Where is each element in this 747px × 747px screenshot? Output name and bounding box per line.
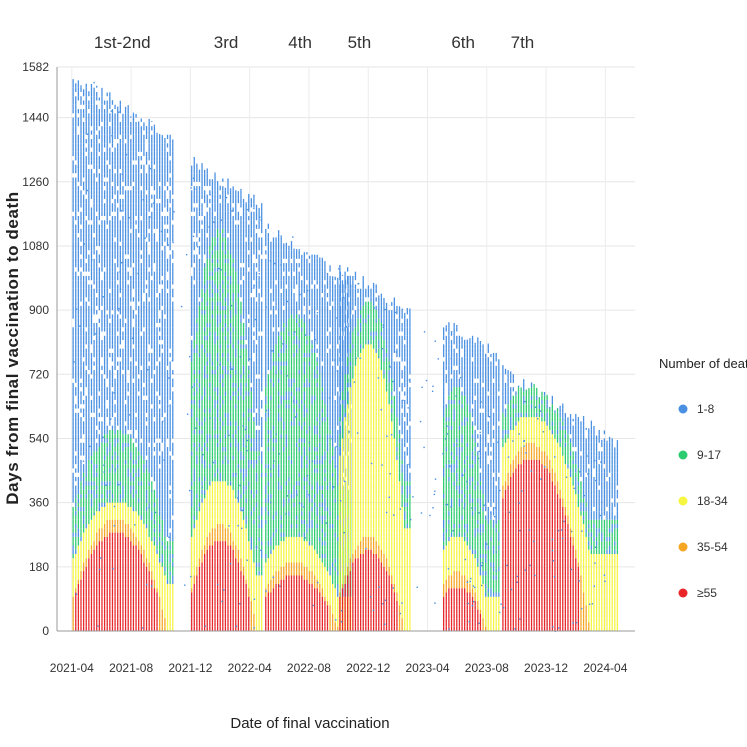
wave-1 <box>191 156 263 631</box>
wave-0 <box>72 79 174 631</box>
heatmap-cells <box>72 79 619 632</box>
